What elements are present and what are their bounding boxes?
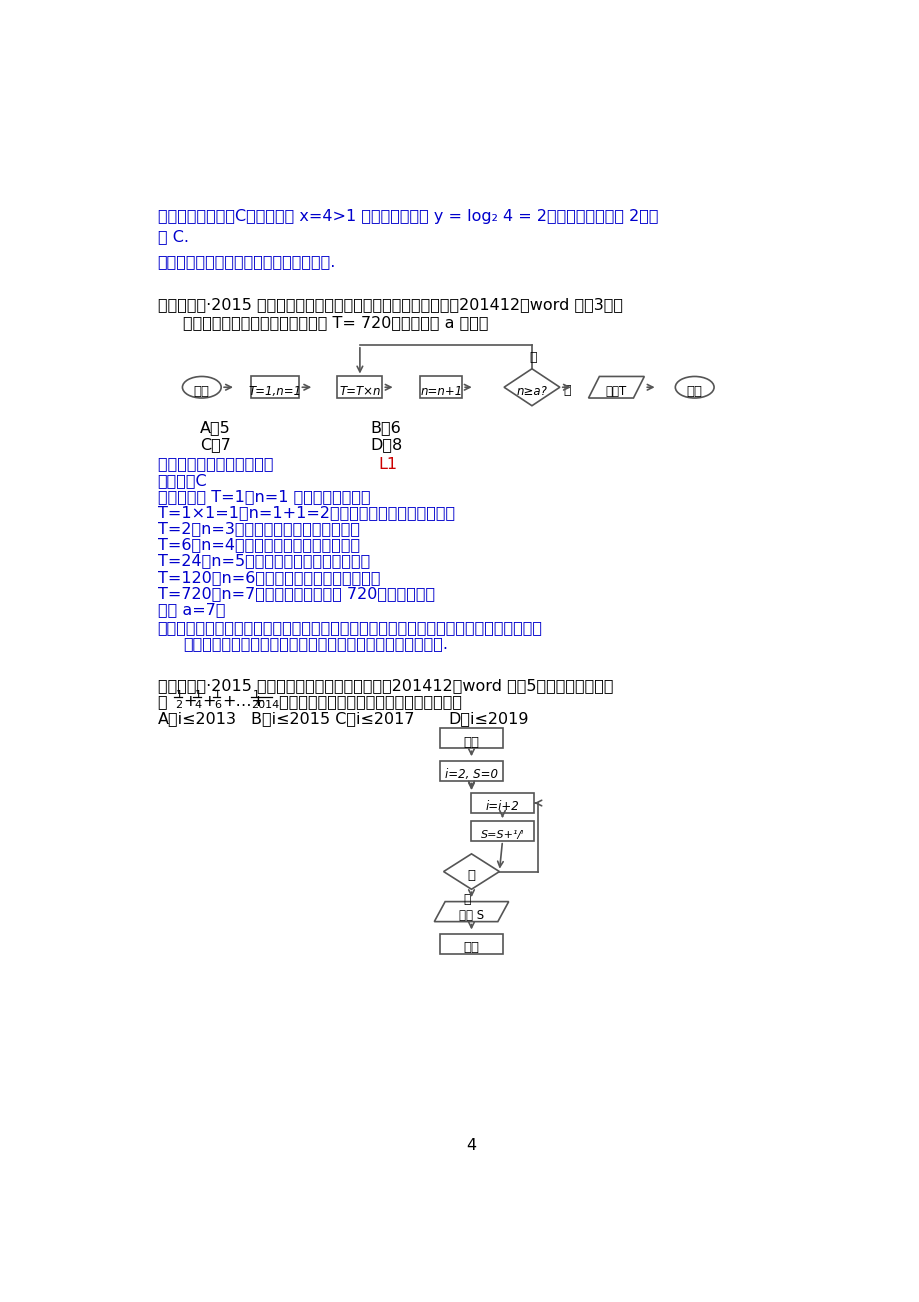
Text: T=720，n=7，满足输出的结果是 720，结束程序，: T=720，n=7，满足输出的结果是 720，结束程序，	[157, 586, 435, 602]
Text: 开始: 开始	[463, 736, 479, 749]
Text: 1: 1	[195, 690, 201, 700]
Text: 【思路点拨】首先要读懂框图，按照所给的条件进行循环，当不满足条件框中的条件时，继: 【思路点拨】首先要读懂框图，按照所给的条件进行循环，当不满足条件框中的条件时，继	[157, 620, 542, 635]
Polygon shape	[434, 901, 508, 922]
Text: D．8: D．8	[370, 437, 403, 452]
Text: +…+: +…+	[221, 694, 265, 708]
Text: 结束: 结束	[463, 941, 479, 954]
Text: 【解析】当 T=1，n=1 时，进入循环体，: 【解析】当 T=1，n=1 时，进入循环体，	[157, 488, 369, 504]
Text: 算: 算	[157, 694, 167, 708]
Text: C．7: C．7	[200, 437, 231, 452]
Text: +: +	[183, 694, 197, 708]
Text: S=S+¹/ᴵ: S=S+¹/ᴵ	[481, 829, 524, 840]
Polygon shape	[588, 376, 643, 398]
Text: 1: 1	[253, 690, 260, 700]
Text: 的值的程序框图，其中判断框内应填入的是: 的值的程序框图，其中判断框内应填入的是	[274, 694, 461, 708]
Text: T=1×1=1，n=1+1=2，不满足条件，进入循环体，: T=1×1=1，n=1+1=2，不满足条件，进入循环体，	[157, 505, 454, 519]
Polygon shape	[443, 854, 499, 889]
Text: L1: L1	[378, 457, 397, 471]
Bar	[439, 934, 503, 954]
Bar	[251, 376, 299, 398]
Text: D．i≤2019: D．i≤2019	[448, 711, 528, 725]
Bar	[439, 760, 503, 781]
Text: 6: 6	[214, 700, 221, 710]
Text: 2: 2	[176, 700, 182, 710]
Text: 否: 否	[529, 352, 537, 365]
Text: T=24，n=5，不满足条件，进入循环体，: T=24，n=5，不满足条件，进入循环体，	[157, 553, 369, 569]
Text: 【数学文卷·2015 届湖北省八校高三第一次联考（201412）word 版】5．如图给出的是计: 【数学文卷·2015 届湖北省八校高三第一次联考（201412）word 版】5…	[157, 678, 612, 693]
Text: 结束: 结束	[686, 384, 702, 397]
Text: 【思路点拨】通过框图描述的意义得结果.: 【思路点拨】通过框图描述的意义得结果.	[157, 254, 335, 270]
Bar	[471, 820, 534, 841]
Text: B．i≤2015 C．i≤2017: B．i≤2015 C．i≤2017	[250, 711, 414, 725]
Text: i=i+2: i=i+2	[485, 801, 519, 814]
Text: 是: 是	[467, 868, 475, 881]
Text: n≥a?: n≥a?	[516, 384, 547, 397]
Text: A．5: A．5	[200, 421, 231, 435]
Text: T=T×n: T=T×n	[339, 384, 380, 397]
Text: 1: 1	[176, 690, 182, 700]
Text: 续循环，知道满足条件时才结束循环，依次做下去，得到结果.: 续循环，知道满足条件时才结束循环，依次做下去，得到结果.	[183, 635, 448, 651]
Text: 否: 否	[463, 893, 471, 906]
Text: 得到 a=7，: 得到 a=7，	[157, 602, 225, 617]
Text: 2014: 2014	[251, 700, 279, 710]
Ellipse shape	[182, 376, 221, 398]
Bar	[471, 793, 534, 812]
Text: 1: 1	[214, 690, 221, 700]
Text: n=n+1: n=n+1	[420, 384, 462, 397]
Text: A．i≤2013: A．i≤2013	[157, 711, 236, 725]
Text: T=120，n=6，不满足条件，进入循环体，: T=120，n=6，不满足条件，进入循环体，	[157, 570, 380, 585]
Text: 输出T: 输出T	[605, 384, 627, 397]
Bar	[337, 376, 382, 398]
Text: 【答案】【解析】C解析：因为 x=4>1 成立，所以执行 y = log₂ 4 = 2，所以输出结果为 2，故: 【答案】【解析】C解析：因为 x=4>1 成立，所以执行 y = log₂ 4 …	[157, 208, 657, 224]
Text: 4: 4	[195, 700, 202, 710]
Text: 4: 4	[466, 1138, 476, 1154]
Text: 输出 S: 输出 S	[459, 909, 483, 922]
Bar	[439, 728, 503, 749]
Text: +: +	[202, 694, 216, 708]
Text: 开始: 开始	[194, 384, 210, 397]
Text: 【答案】C: 【答案】C	[157, 473, 207, 488]
Polygon shape	[504, 368, 560, 406]
Bar	[420, 376, 461, 398]
Ellipse shape	[675, 376, 713, 398]
Text: B．6: B．6	[370, 421, 401, 435]
Text: 选 C.: 选 C.	[157, 229, 188, 245]
Text: i=2, S=0: i=2, S=0	[445, 768, 497, 781]
Text: T=1,n=1: T=1,n=1	[249, 384, 301, 397]
Text: 【知识点】算法与程序框图: 【知识点】算法与程序框图	[157, 457, 278, 471]
Text: T=6，n=4，不满足条件，进入循环体，: T=6，n=4，不满足条件，进入循环体，	[157, 538, 359, 552]
Text: 图所示的算法流程图中，若输出的 T= 720，则正整数 a 的值为: 图所示的算法流程图中，若输出的 T= 720，则正整数 a 的值为	[183, 315, 488, 329]
Text: T=2，n=3，不满足条件，进入循环体，: T=2，n=3，不满足条件，进入循环体，	[157, 521, 359, 536]
Text: 是: 是	[562, 384, 570, 397]
Text: 【数学文卷·2015 届湖南省长沙长郡中学高三上学期第四次月考（201412）word 版】3．下: 【数学文卷·2015 届湖南省长沙长郡中学高三上学期第四次月考（201412）w…	[157, 297, 622, 312]
